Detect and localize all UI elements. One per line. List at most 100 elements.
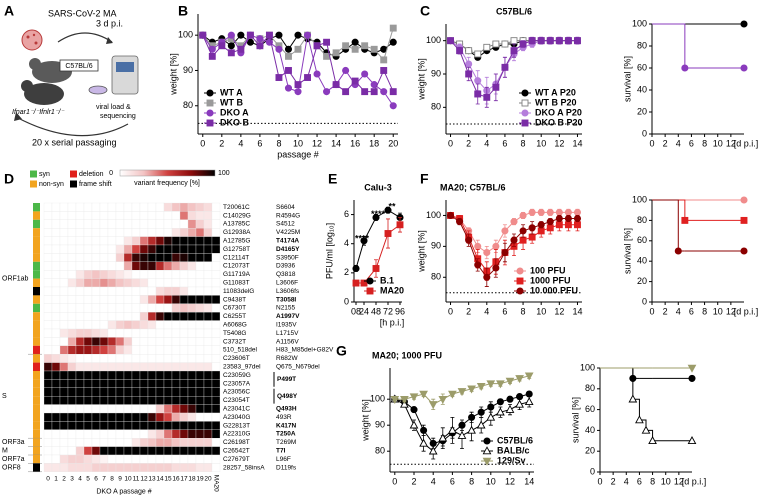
panel-letter: A	[4, 3, 14, 19]
legend-marker	[516, 277, 524, 285]
heat-cell	[203, 328, 213, 338]
marker	[380, 67, 388, 74]
heat-cell	[91, 219, 101, 229]
x-tick-label: 10	[486, 476, 496, 486]
heat-cell	[131, 312, 141, 321]
heat-cell	[115, 354, 125, 363]
type-swatch	[30, 170, 37, 178]
heat-cell	[139, 219, 149, 229]
heat-cell	[187, 270, 197, 279]
heat-cell	[123, 228, 133, 237]
y-axis-label: survival [%]	[622, 56, 632, 102]
column-label: 6	[94, 476, 98, 483]
marker	[313, 70, 321, 78]
mutation-label: C12073T	[223, 263, 250, 270]
heat-cell	[211, 370, 221, 380]
heat-cell	[99, 295, 109, 304]
x-tick-label: 0	[448, 138, 453, 148]
heat-cell	[91, 261, 101, 271]
heat-cell	[131, 244, 141, 254]
heat-cell	[195, 328, 205, 338]
mutation-label: C23054T	[223, 397, 250, 404]
heat-cell	[107, 362, 117, 372]
heat-cell	[67, 228, 77, 237]
legend-label: DKO B P20	[535, 117, 583, 127]
heat-cell	[211, 345, 221, 355]
heat-cell	[195, 404, 205, 414]
heat-cell	[91, 463, 101, 472]
heat-cell	[187, 370, 197, 380]
heat-cell	[91, 312, 101, 321]
heat-cell	[131, 328, 141, 338]
heat-cell	[211, 211, 221, 220]
heat-cell	[139, 412, 149, 422]
y-tick-label: 0	[642, 296, 647, 306]
heat-cell	[99, 354, 109, 363]
heat-cell	[83, 219, 93, 229]
marker	[352, 264, 360, 273]
heat-cell	[51, 228, 61, 237]
x-tick-label: 12	[726, 138, 736, 148]
heat-cell	[195, 354, 205, 363]
heat-cell	[171, 446, 181, 456]
heat-cell	[43, 438, 53, 447]
gene-label: ORF7a	[2, 456, 25, 463]
heat-cell	[171, 387, 181, 397]
heat-cell	[139, 270, 149, 279]
heat-cell	[67, 421, 77, 430]
type-label: syn	[39, 171, 50, 178]
aa-label: I1935V	[276, 322, 297, 329]
heat-cell	[203, 278, 213, 288]
heat-cell	[123, 261, 133, 271]
heat-cell	[43, 228, 53, 237]
x-tick-label: 8	[702, 306, 707, 316]
heat-cell	[139, 244, 149, 254]
heat-cell	[43, 396, 53, 405]
heat-cell	[115, 412, 125, 422]
heat-cell	[43, 295, 53, 304]
heat-cell	[203, 345, 213, 355]
marker	[537, 227, 545, 235]
heat-cell	[75, 345, 85, 355]
heat-cell	[179, 404, 189, 414]
mutation-label: C26198T	[223, 439, 250, 446]
x-tick-label: 12	[554, 138, 564, 148]
type-cell	[33, 396, 40, 405]
heat-cell	[155, 303, 165, 313]
heat-cell	[91, 412, 101, 422]
marker	[519, 227, 527, 235]
heat-cell	[179, 261, 189, 271]
marker	[496, 398, 504, 406]
heat-cell	[123, 429, 133, 439]
heat-cell	[75, 236, 85, 246]
heat-cell	[91, 362, 101, 372]
marker	[465, 236, 473, 244]
x-tick-label: 0	[392, 476, 397, 486]
heat-cell	[155, 278, 165, 288]
marker	[573, 208, 582, 216]
legend-label: WT B P20	[535, 97, 577, 107]
x-axis-label: [d p.i.]	[682, 476, 707, 486]
marker	[687, 436, 697, 445]
heat-cell	[123, 244, 133, 254]
heat-cell	[99, 337, 109, 346]
heat-cell	[115, 328, 125, 338]
marker	[740, 64, 748, 72]
marker	[681, 64, 689, 72]
aa-label: N2155	[276, 305, 296, 312]
heat-cell	[115, 236, 125, 246]
sequencer-screen	[116, 62, 134, 72]
heat-cell	[75, 312, 85, 321]
marker	[448, 390, 457, 399]
heat-cell	[123, 303, 133, 313]
heat-cell	[123, 295, 133, 304]
heat-cell	[67, 270, 77, 279]
legend-marker	[206, 109, 214, 117]
heat-cell	[83, 295, 93, 304]
heat-cell	[187, 345, 197, 355]
survival-step	[678, 199, 686, 221]
type-label: deletion	[79, 171, 104, 178]
heat-cell	[123, 412, 133, 422]
marker	[555, 221, 563, 229]
heat-cell	[123, 236, 133, 246]
